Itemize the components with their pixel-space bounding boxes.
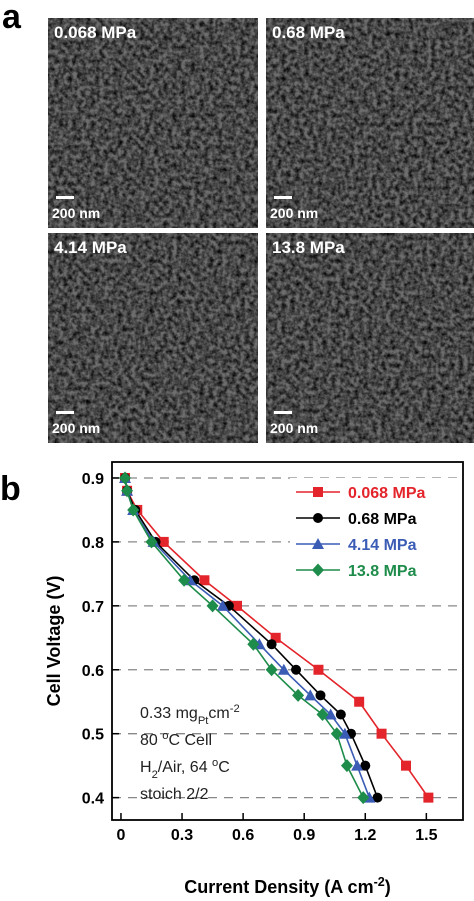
marker (376, 728, 387, 739)
marker (324, 708, 337, 720)
marker (158, 536, 169, 547)
marker (247, 637, 260, 651)
image-label: 0.68 MPa (272, 23, 345, 42)
superscript: -2 (374, 875, 385, 889)
y-tick-label: 0.5 (82, 727, 104, 744)
marker (232, 600, 243, 611)
marker (178, 573, 191, 587)
superscript: o (162, 730, 168, 742)
y-tick-label: 0.9 (82, 471, 104, 488)
text-part: Current Density (A cm (184, 877, 373, 897)
marker (313, 513, 323, 523)
marker (357, 791, 370, 805)
marker (340, 759, 353, 773)
x-tick-label: 0 (117, 827, 126, 844)
marker (400, 760, 411, 771)
marker (354, 696, 365, 707)
marker (313, 487, 323, 497)
marker (145, 535, 158, 549)
x-tick-label: 1.2 (354, 827, 376, 844)
marker (360, 760, 371, 771)
scale-bar (274, 196, 292, 199)
legend-label: 0.68 MPa (348, 511, 417, 528)
marker (121, 484, 134, 498)
legend-label: 4.14 MPa (348, 537, 417, 554)
marker (372, 792, 383, 803)
y-tick-label: 0.4 (82, 791, 104, 808)
scale-bar (274, 411, 292, 414)
x-tick-label: 0.9 (293, 827, 315, 844)
x-tick-label: 1.5 (415, 827, 437, 844)
marker (313, 664, 324, 675)
marker (312, 563, 324, 577)
legend-label: 13.8 MPa (348, 563, 417, 580)
text-part: cm (208, 705, 229, 722)
x-tick-label: 0.6 (232, 827, 254, 844)
marker (206, 599, 219, 613)
marker (423, 792, 434, 803)
marker (291, 664, 302, 675)
subscript: 2 (152, 769, 158, 781)
text-part: stoich 2/2 (140, 786, 209, 803)
marker (266, 639, 277, 650)
marker (119, 471, 132, 485)
marker (338, 727, 351, 739)
plot-frame (111, 461, 464, 821)
marker (277, 663, 290, 675)
sem-texture (48, 233, 258, 443)
annotation: 80 oC Cell (140, 730, 212, 749)
sem-texture (48, 18, 258, 228)
text-part: H (140, 759, 152, 776)
scale-bar (56, 196, 74, 199)
annotation: 0.33 mgPtcm-2 (140, 703, 240, 727)
text-part: ) (385, 877, 391, 897)
marker (315, 690, 326, 701)
text-part: C Cell (168, 732, 212, 749)
y-tick-label: 0.8 (82, 535, 104, 552)
marker (216, 599, 229, 611)
marker (335, 709, 346, 720)
image-label: 13.8 MPa (272, 238, 345, 257)
image-label: 4.14 MPa (54, 238, 127, 257)
sem-texture (266, 18, 474, 228)
scale-bar-label: 200 nm (52, 420, 100, 436)
marker (199, 575, 210, 586)
scale-bar-label: 200 nm (270, 205, 318, 221)
superscript: o (212, 757, 218, 769)
sem-texture (266, 233, 474, 443)
subscript: Pt (198, 715, 209, 727)
text-part: 80 (140, 732, 162, 749)
text-part: /Air, 64 (158, 759, 212, 776)
scale-bar-label: 200 nm (270, 420, 318, 436)
y-tick-label: 0.7 (82, 599, 104, 616)
marker (292, 688, 305, 702)
marker (127, 503, 140, 517)
text-part: 0.33 mg (140, 705, 198, 722)
x-axis-label: Current Density (A cm-2) (184, 875, 391, 897)
image-label: 0.068 MPa (54, 23, 137, 42)
superscript: -2 (230, 703, 240, 715)
panel-label: a (2, 0, 22, 36)
text-part: C (218, 759, 230, 776)
x-tick-label: 0.3 (171, 827, 193, 844)
annotation: H2/Air, 64 oC (140, 757, 230, 781)
marker (270, 632, 281, 643)
scale-bar (56, 411, 74, 414)
marker (351, 759, 364, 771)
scale-bar-label: 200 nm (52, 205, 100, 221)
y-axis-label: Cell Voltage (V) (44, 576, 64, 707)
legend-label: 0.068 MPa (348, 485, 425, 502)
annotation: stoich 2/2 (140, 786, 209, 803)
marker (316, 708, 329, 722)
marker (304, 689, 317, 701)
panel-label: b (0, 470, 21, 508)
marker (330, 727, 343, 741)
marker (265, 663, 278, 677)
marker (312, 538, 324, 549)
y-tick-label: 0.6 (82, 663, 104, 680)
